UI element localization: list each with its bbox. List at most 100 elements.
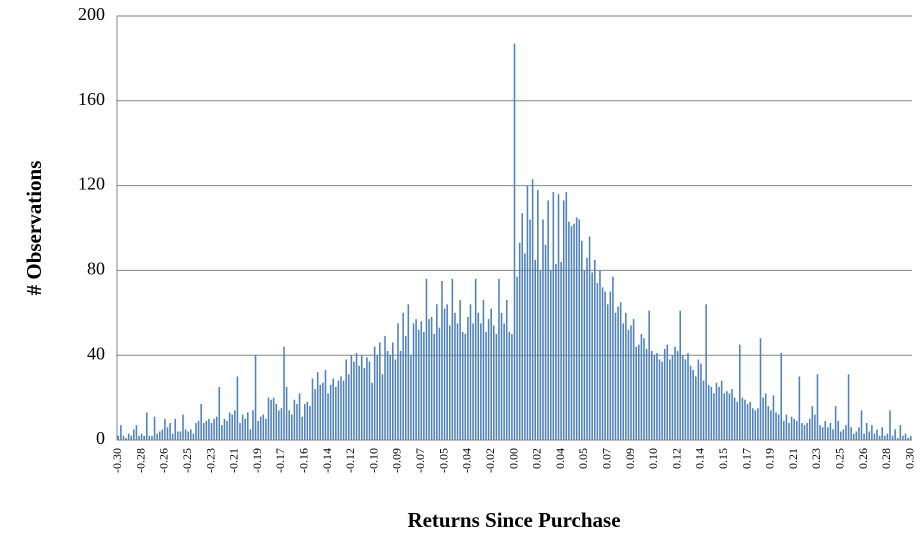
bar <box>661 361 663 440</box>
bar <box>842 429 845 440</box>
bar <box>770 410 772 440</box>
bar <box>801 423 803 440</box>
bar <box>376 355 379 440</box>
bar <box>350 355 353 440</box>
bar <box>552 191 555 440</box>
bar <box>656 353 658 440</box>
bar <box>845 425 847 440</box>
x-tick-label: 0.23 <box>809 448 823 469</box>
bar <box>464 334 467 440</box>
x-tick-label: -0.16 <box>296 448 310 473</box>
bar <box>609 291 612 440</box>
bar <box>557 194 560 440</box>
bar <box>319 384 322 440</box>
bar <box>578 219 581 440</box>
bar <box>858 427 860 440</box>
bar <box>723 393 726 440</box>
bar <box>619 302 622 440</box>
bar <box>412 323 415 440</box>
bar <box>130 435 133 440</box>
bar <box>878 435 881 440</box>
bar <box>469 304 472 440</box>
bar <box>829 423 832 440</box>
bar <box>244 418 246 440</box>
bar <box>156 433 158 440</box>
bar <box>671 355 674 440</box>
bar <box>210 423 213 440</box>
bar <box>451 278 454 440</box>
bar <box>682 355 684 440</box>
bar <box>417 329 420 440</box>
bar <box>234 410 236 440</box>
bar <box>386 350 389 440</box>
bar <box>604 291 606 440</box>
x-tick-label: -0.12 <box>343 448 357 473</box>
bar <box>733 397 736 440</box>
bar <box>472 323 474 440</box>
bar <box>415 319 417 440</box>
bar <box>345 359 347 440</box>
bar <box>785 414 788 440</box>
bar <box>138 435 140 440</box>
bar <box>599 270 601 440</box>
y-tick-label: 200 <box>78 4 105 24</box>
bar <box>324 370 327 440</box>
bar <box>423 331 425 440</box>
bar <box>793 418 795 440</box>
bar <box>705 304 707 440</box>
bar <box>441 281 443 440</box>
bar <box>153 416 156 440</box>
bar <box>650 350 653 440</box>
bar <box>684 359 687 440</box>
bar <box>692 370 694 440</box>
bar <box>438 327 441 440</box>
bar <box>182 414 184 440</box>
bar <box>736 401 738 440</box>
bar <box>764 393 767 440</box>
bar <box>218 387 221 440</box>
bar <box>907 437 909 440</box>
bar <box>456 323 459 440</box>
y-tick-label: 120 <box>78 174 105 194</box>
bar <box>521 213 524 440</box>
x-tick-label: 0.19 <box>763 448 777 469</box>
bar <box>518 242 521 440</box>
x-tick-label: 0.04 <box>553 448 567 469</box>
bar <box>184 429 187 440</box>
bar <box>728 393 731 440</box>
y-tick-label: 0 <box>96 428 105 448</box>
bar <box>257 420 259 440</box>
bar <box>231 414 234 440</box>
bar <box>726 391 728 440</box>
bar <box>202 423 205 440</box>
bar <box>718 387 720 440</box>
bar <box>259 416 262 440</box>
bar <box>477 312 480 440</box>
bar <box>894 429 896 440</box>
bar <box>366 357 368 440</box>
bar <box>487 319 490 440</box>
bar <box>474 278 477 440</box>
bar <box>612 276 614 440</box>
bar <box>228 412 231 440</box>
bar <box>759 338 762 440</box>
bar <box>190 429 192 440</box>
bar <box>448 325 451 440</box>
bar <box>303 403 306 440</box>
bar <box>301 416 303 440</box>
x-tick-label: -0.21 <box>227 448 241 473</box>
bar <box>568 221 570 440</box>
bar <box>505 300 508 440</box>
bar <box>125 437 127 440</box>
bar <box>852 433 855 440</box>
bar <box>886 433 889 440</box>
x-tick-label: -0.04 <box>460 448 474 473</box>
bar <box>806 423 808 440</box>
bar <box>798 376 801 440</box>
bar <box>702 380 705 440</box>
bar <box>459 300 461 440</box>
bar <box>860 410 863 440</box>
bar <box>868 431 871 440</box>
bar <box>384 336 386 440</box>
bar <box>223 418 226 440</box>
